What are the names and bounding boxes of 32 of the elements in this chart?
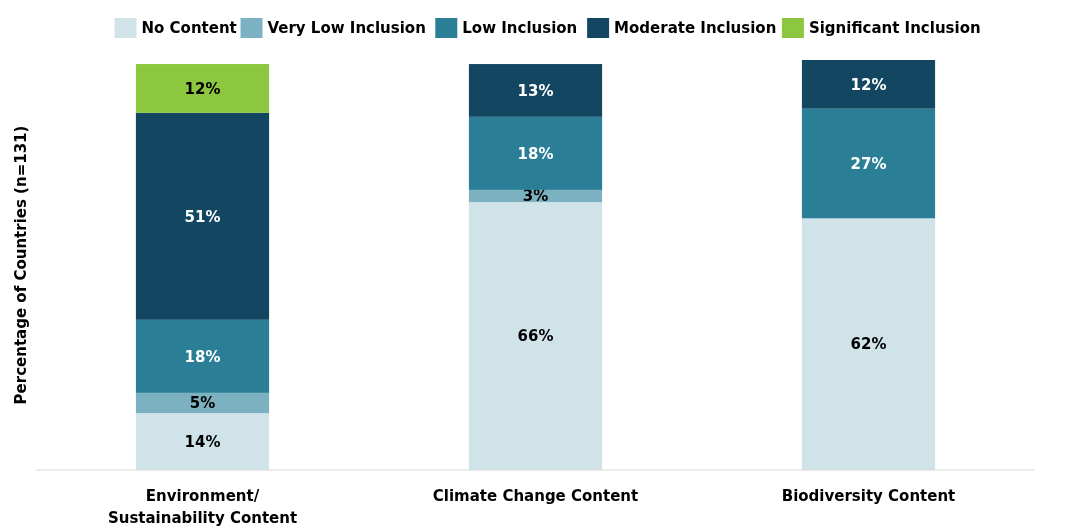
bar bbox=[468, 116, 603, 190]
data-label: 12% bbox=[184, 79, 221, 98]
bar bbox=[801, 218, 936, 470]
data-label: 14% bbox=[184, 432, 221, 451]
bar bbox=[135, 392, 270, 414]
y-axis-title: Percentage of Countries (n=131) bbox=[12, 125, 30, 405]
data-label: 18% bbox=[184, 347, 221, 366]
legend-label: Very Low Inclusion bbox=[267, 19, 426, 38]
bar bbox=[801, 60, 936, 109]
data-label: 3% bbox=[522, 187, 549, 206]
data-label: 13% bbox=[517, 81, 554, 100]
data-label: 66% bbox=[517, 327, 554, 346]
x-tick-label: Climate Change Content bbox=[432, 487, 639, 505]
data-label: 12% bbox=[850, 75, 887, 94]
legend-label: No Content bbox=[141, 19, 237, 38]
data-label: 5% bbox=[189, 394, 216, 413]
data-label: 51% bbox=[184, 207, 221, 226]
x-tick-label: Biodiversity Content bbox=[781, 487, 956, 505]
bar bbox=[135, 112, 270, 320]
x-tick-label: Environment/ Sustainability Content bbox=[107, 487, 298, 527]
bar bbox=[135, 64, 270, 113]
data-label: 62% bbox=[850, 335, 887, 354]
legend-label: Significant Inclusion bbox=[808, 19, 981, 38]
legend-label: Moderate Inclusion bbox=[614, 19, 777, 38]
legend-label: Low Inclusion bbox=[462, 19, 578, 38]
bar bbox=[801, 108, 936, 219]
data-label: 18% bbox=[517, 144, 554, 163]
bar bbox=[468, 64, 603, 117]
data-label: 27% bbox=[850, 154, 887, 173]
bar bbox=[135, 413, 270, 470]
bar bbox=[468, 202, 603, 470]
bar bbox=[135, 319, 270, 393]
